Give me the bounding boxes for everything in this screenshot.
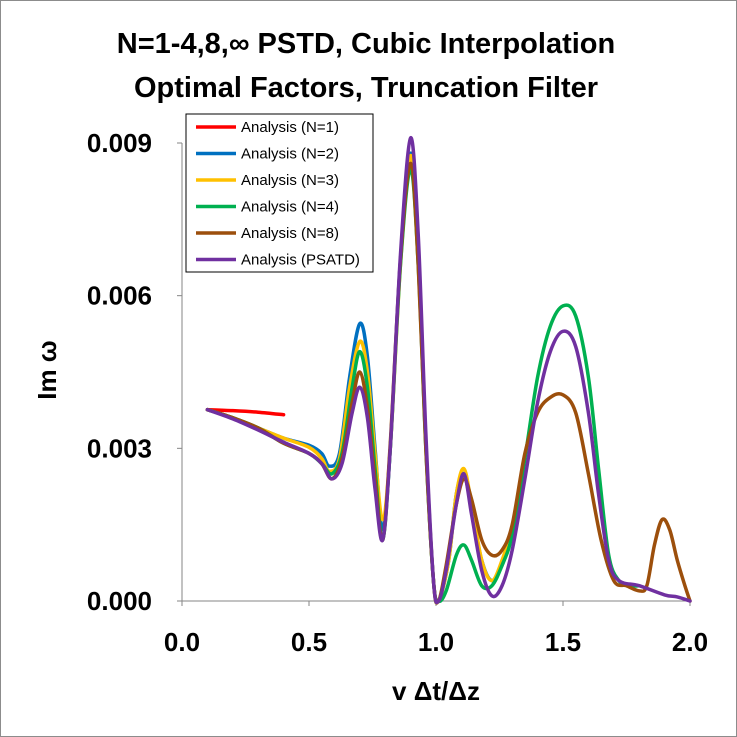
y-axis-ticks: 0.000 0.003 0.006 0.009 (87, 128, 182, 616)
series-line-6 (205, 136, 692, 605)
y-tick-label: 0.006 (87, 281, 152, 311)
legend-item: Analysis (PSATD) (196, 252, 360, 269)
x-tick-label: 0.5 (291, 627, 327, 657)
y-tick-label: 0.003 (87, 433, 152, 463)
x-tick-label: 1.0 (418, 627, 454, 657)
chart-title-line-2: Optimal Factors, Truncation Filter (134, 72, 598, 104)
legend-label: Analysis (N=8) (241, 225, 339, 242)
legend-label: Analysis (N=1) (241, 119, 339, 136)
x-tick-label: 1.5 (545, 627, 581, 657)
legend-box (185, 113, 374, 273)
chart-title-line-1: N=1-4,8,∞ PSTD, Cubic Interpolation (117, 28, 615, 60)
legend: Analysis (N=1) Analysis (N=2) Analysis (N=… (185, 113, 374, 273)
x-tick-label: 0.0 (164, 627, 200, 657)
series-lines (205, 136, 692, 605)
legend-item: Analysis (N=8) (196, 225, 339, 242)
legend-label: Analysis (N=4) (241, 199, 339, 216)
series-line-1 (205, 407, 286, 417)
x-tick-label: 2.0 (672, 627, 708, 657)
legend-item: Analysis (N=3) (196, 172, 339, 189)
legend-item: Analysis (N=2) (196, 146, 339, 163)
y-axis-label: Im ω (32, 340, 62, 400)
x-axis-ticks: 0.0 0.5 1.0 1.5 2.0 (164, 601, 708, 657)
y-tick-label: 0.000 (87, 586, 152, 616)
legend-item: Analysis (N=1) (196, 119, 339, 136)
legend-item: Analysis (N=4) (196, 199, 339, 216)
legend-label: Analysis (N=3) (241, 172, 339, 189)
x-axis-label: v Δt/Δz (392, 676, 480, 706)
legend-label: Analysis (N=2) (241, 146, 339, 163)
legend-label: Analysis (PSATD) (241, 252, 360, 269)
chart-title: N=1-4,8,∞ PSTD, Cubic Interpolation Opti… (117, 28, 615, 104)
y-tick-label: 0.009 (87, 128, 152, 158)
